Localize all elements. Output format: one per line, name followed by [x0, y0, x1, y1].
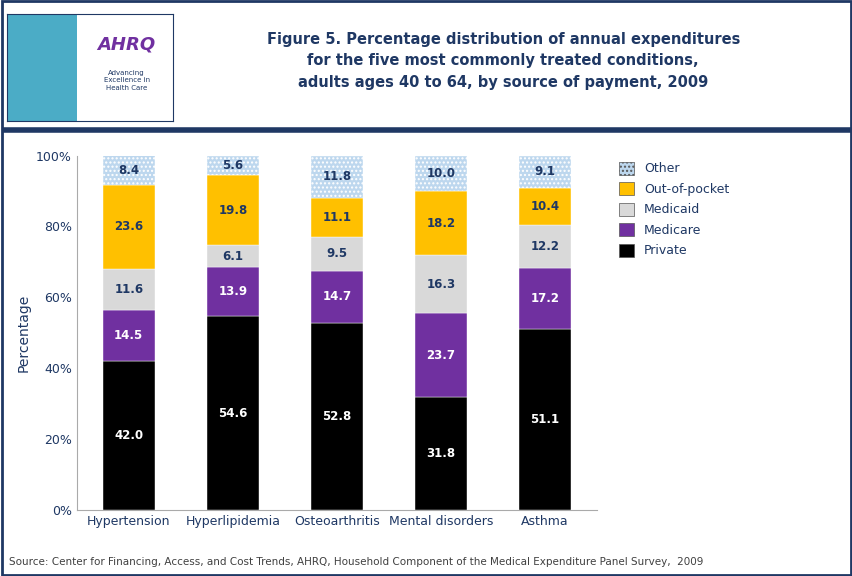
Text: 31.8: 31.8: [426, 447, 455, 460]
Bar: [102, 185, 155, 268]
Text: 10.4: 10.4: [530, 200, 559, 213]
Text: 14.5: 14.5: [114, 329, 143, 342]
Y-axis label: Percentage: Percentage: [16, 294, 31, 372]
Bar: [518, 225, 571, 268]
Bar: [310, 156, 363, 198]
Text: 54.6: 54.6: [218, 407, 247, 419]
Bar: [102, 268, 155, 310]
Text: 9.5: 9.5: [326, 247, 347, 260]
Bar: [206, 175, 259, 245]
Bar: [414, 255, 467, 313]
Bar: [518, 156, 571, 188]
Bar: [414, 191, 467, 255]
Bar: [310, 237, 363, 271]
Text: 11.1: 11.1: [322, 211, 351, 224]
Text: 6.1: 6.1: [222, 250, 243, 263]
Bar: [518, 188, 571, 225]
Text: Source: Center for Financing, Access, and Cost Trends, AHRQ, Household Component: Source: Center for Financing, Access, an…: [9, 558, 702, 567]
Bar: [102, 155, 155, 185]
Bar: [518, 268, 571, 329]
Text: AHRQ: AHRQ: [97, 35, 155, 53]
Text: 11.6: 11.6: [114, 283, 143, 295]
Bar: [102, 361, 155, 510]
Legend: Other, Out-of-pocket, Medicaid, Medicare, Private: Other, Out-of-pocket, Medicaid, Medicare…: [619, 162, 728, 257]
Bar: [310, 198, 363, 237]
Bar: [414, 313, 467, 397]
Text: Figure 5. Percentage distribution of annual expenditures
for the five most commo: Figure 5. Percentage distribution of ann…: [267, 32, 739, 90]
Text: 23.7: 23.7: [426, 348, 455, 362]
Text: 52.8: 52.8: [322, 410, 351, 423]
Bar: [102, 310, 155, 361]
Text: 9.1: 9.1: [534, 165, 555, 178]
Bar: [518, 329, 571, 510]
Bar: [206, 267, 259, 316]
Bar: [414, 397, 467, 510]
Bar: [77, 14, 173, 121]
Text: 8.4: 8.4: [118, 164, 139, 176]
Text: 17.2: 17.2: [530, 292, 559, 305]
Bar: [310, 323, 363, 510]
Bar: [206, 316, 259, 510]
Text: 42.0: 42.0: [114, 429, 143, 442]
Text: Advancing
Excellence in
Health Care: Advancing Excellence in Health Care: [103, 70, 149, 91]
Text: 18.2: 18.2: [426, 217, 455, 230]
Bar: [206, 156, 259, 175]
Text: 14.7: 14.7: [322, 290, 351, 303]
Text: 5.6: 5.6: [222, 159, 243, 172]
Text: 19.8: 19.8: [218, 204, 247, 217]
Text: 13.9: 13.9: [218, 285, 247, 298]
Text: 11.8: 11.8: [322, 170, 351, 183]
Text: 16.3: 16.3: [426, 278, 455, 291]
Bar: [310, 271, 363, 323]
Text: 51.1: 51.1: [530, 413, 559, 426]
Text: 23.6: 23.6: [114, 220, 143, 233]
Text: 12.2: 12.2: [530, 240, 559, 253]
Bar: [414, 156, 467, 191]
Text: 10.0: 10.0: [426, 166, 455, 180]
Bar: [206, 245, 259, 267]
